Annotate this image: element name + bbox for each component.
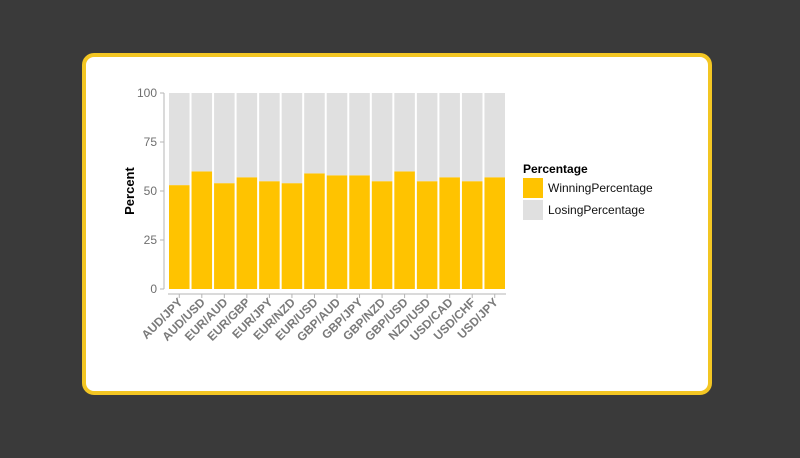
bar-losing-gbp-jpy bbox=[349, 93, 370, 176]
y-tick-label: 75 bbox=[144, 135, 158, 149]
bar-winning-eur-nzd bbox=[281, 183, 303, 289]
bar-winning-gbp-jpy bbox=[349, 175, 370, 289]
bar-losing-gbp-aud bbox=[326, 93, 348, 176]
y-tick-label: 50 bbox=[144, 184, 158, 198]
legend-label: LosingPercentage bbox=[548, 203, 645, 217]
bar-winning-aud-usd bbox=[191, 171, 213, 289]
legend: Percentage WinningPercentage LosingPercen… bbox=[523, 162, 653, 220]
bar-winning-gbp-usd bbox=[394, 171, 415, 289]
bar-winning-aud-jpy bbox=[169, 185, 190, 289]
bar-losing-usd-cad bbox=[439, 93, 460, 178]
bar-losing-aud-jpy bbox=[169, 93, 190, 186]
bar-winning-eur-aud bbox=[214, 183, 235, 289]
bar-losing-eur-usd bbox=[304, 93, 325, 174]
y-tick-label: 100 bbox=[137, 86, 157, 100]
y-tick-label: 0 bbox=[150, 282, 157, 296]
legend-label: WinningPercentage bbox=[548, 181, 653, 195]
bar-winning-usd-cad bbox=[439, 177, 460, 289]
bar-winning-eur-gbp bbox=[236, 177, 258, 289]
y-tick-label: 25 bbox=[144, 233, 158, 247]
bar-losing-nzd-usd bbox=[416, 93, 438, 182]
y-axis-label: Percent bbox=[122, 166, 137, 214]
bar-losing-gbp-nzd bbox=[371, 93, 393, 182]
bar-losing-eur-gbp bbox=[236, 93, 258, 178]
bar-winning-nzd-usd bbox=[416, 181, 438, 289]
bar-losing-usd-jpy bbox=[484, 93, 505, 178]
bar-losing-eur-jpy bbox=[259, 93, 280, 182]
legend-swatch bbox=[523, 178, 543, 198]
bar-losing-usd-chf bbox=[461, 93, 483, 182]
bar-losing-aud-usd bbox=[191, 93, 213, 172]
bar-winning-usd-chf bbox=[461, 181, 483, 289]
bar-losing-gbp-usd bbox=[394, 93, 415, 172]
bar-losing-eur-nzd bbox=[281, 93, 303, 184]
bar-losing-eur-aud bbox=[214, 93, 235, 184]
legend-swatch bbox=[523, 200, 543, 220]
bar-winning-gbp-aud bbox=[326, 175, 348, 289]
bar-winning-eur-jpy bbox=[259, 181, 280, 289]
bar-winning-gbp-nzd bbox=[371, 181, 393, 289]
bar-winning-eur-usd bbox=[304, 173, 325, 289]
legend-title: Percentage bbox=[523, 162, 588, 176]
bar-winning-usd-jpy bbox=[484, 177, 505, 289]
